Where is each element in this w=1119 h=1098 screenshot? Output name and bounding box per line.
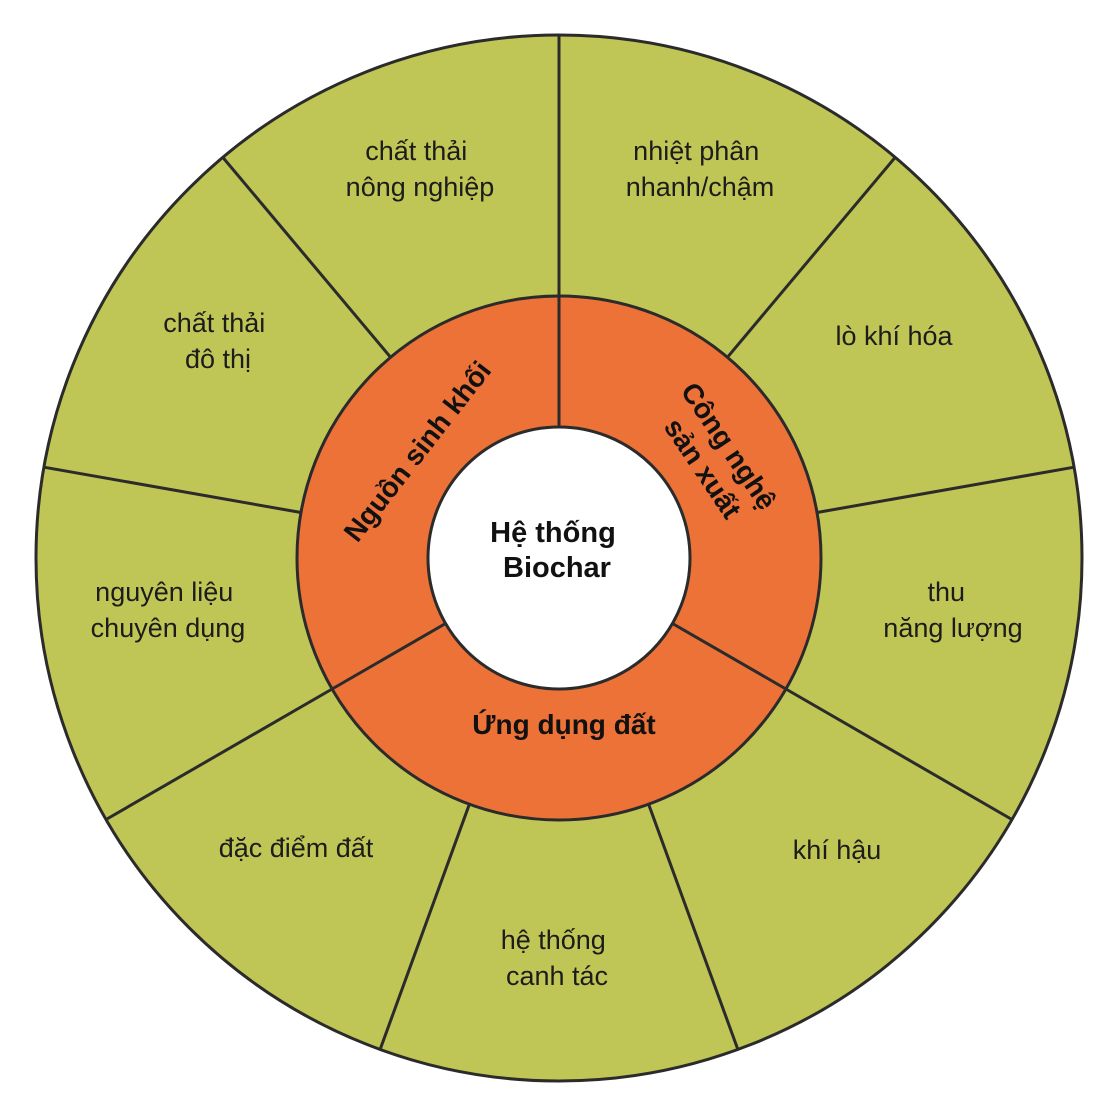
outer-divider <box>816 465 1075 514</box>
segment-label-pyrolysis: nhiệt phân nhanh/chậm <box>626 136 775 202</box>
outer-divider <box>726 156 897 359</box>
segment-label-agri-waste: chất thải nông nghiệp <box>346 136 495 202</box>
outer-divider <box>105 687 333 821</box>
outer-divider <box>785 687 1013 821</box>
middle-ring-dividers <box>331 296 787 691</box>
segment-label-soil-traits: đặc điểm đất <box>219 833 374 863</box>
segment-label-gasifier: lò khí hóa <box>835 321 953 351</box>
ring-label-soil: Ứng dụng đất <box>472 709 655 740</box>
segment-label-urban-waste: chất thải đô thị <box>163 308 273 374</box>
middle-divider <box>671 622 787 691</box>
outer-ring-dividers <box>43 35 1075 1050</box>
outer-divider <box>647 803 740 1050</box>
segment-label-farming: hệ thống canh tác <box>501 925 614 991</box>
outer-divider <box>221 156 392 359</box>
outer-divider <box>43 465 302 514</box>
center-circle <box>426 425 692 691</box>
segment-label-energy: thu năng lượng <box>883 577 1022 643</box>
segment-label-dedicated-feedstock: nguyên liệu chuyên dụng <box>91 577 246 643</box>
middle-divider <box>331 622 447 691</box>
outer-divider <box>378 803 471 1050</box>
segment-label-climate: khí hậu <box>793 835 882 865</box>
center-label: Hệ thống Biochar <box>490 517 624 584</box>
